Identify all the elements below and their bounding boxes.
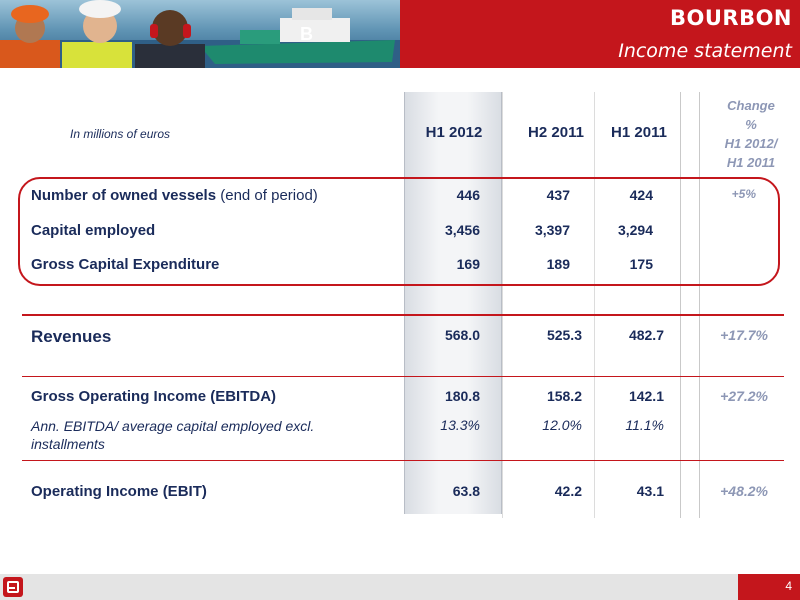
- cell-value: 446: [456, 187, 480, 203]
- bourbon-b-logo-icon: [3, 577, 23, 597]
- cell-value: 169: [456, 256, 480, 272]
- cell-value: 3,397: [534, 222, 570, 238]
- cell-value: 175: [629, 256, 653, 272]
- cell-change: +27.2%: [720, 388, 768, 404]
- row-label-owned-vessels: Number of owned vessels (end of period): [31, 187, 318, 204]
- cell-value: 180.8: [444, 388, 480, 404]
- cell-value: 63.8: [452, 483, 480, 499]
- cell-value: 189: [546, 256, 570, 272]
- row-separator: [22, 314, 784, 316]
- cell-value: 13.3%: [440, 417, 480, 433]
- row-label-bold: Number of owned vessels: [31, 187, 217, 204]
- cell-change: +48.2%: [720, 483, 768, 499]
- highlighted-column-h1-2012: [404, 92, 502, 514]
- column-divider: [680, 92, 681, 518]
- row-label-capital-employed: Capital employed: [31, 222, 156, 239]
- cell-value: 437: [546, 187, 570, 203]
- svg-text:B: B: [300, 24, 313, 44]
- cell-value: 424: [629, 187, 653, 203]
- cell-value: 525.3: [546, 327, 582, 343]
- column-header-h1-2012: H1 2012: [425, 124, 483, 141]
- row-label-line: Ann. EBITDA/ average capital employed ex…: [31, 418, 315, 434]
- header-red-band: BOURBON Income statement: [400, 0, 800, 68]
- slide-header: B BOURBON Income statement: [0, 0, 800, 68]
- column-header-h2-2011: H2 2011: [528, 124, 584, 141]
- cell-value: 43.1: [636, 483, 664, 499]
- row-label-line: installments: [31, 436, 105, 452]
- cell-value: 3,294: [617, 222, 653, 238]
- row-label-ebitda: Gross Operating Income (EBITDA): [31, 388, 277, 405]
- slide-footer: [0, 574, 800, 600]
- page-number-box: 4: [738, 574, 800, 600]
- change-header-line: Change: [727, 98, 775, 113]
- cell-value: 11.1%: [625, 417, 664, 433]
- cell-value: 142.1: [628, 388, 664, 404]
- column-header-h1-2011: H1 2011: [611, 124, 667, 141]
- change-header-line: H1 2012/: [724, 136, 778, 151]
- change-header-line: %: [745, 117, 757, 132]
- cell-value: 42.2: [554, 483, 582, 499]
- cell-change: +17.7%: [720, 327, 768, 343]
- cell-value: 158.2: [546, 388, 582, 404]
- row-label-ebitda-ratio: Ann. EBITDA/ average capital employed ex…: [31, 417, 314, 453]
- page-number: 4: [785, 579, 792, 593]
- row-label-ebit: Operating Income (EBIT): [31, 483, 207, 500]
- column-divider: [594, 92, 595, 518]
- units-label: In millions of euros: [70, 127, 171, 141]
- row-label-revenues: Revenues: [31, 327, 112, 346]
- row-separator: [22, 460, 784, 461]
- cell-value: 3,456: [444, 222, 480, 238]
- change-header-line: H1 2011: [726, 155, 776, 170]
- row-label-gross-capex: Gross Capital Expenditure: [31, 256, 220, 273]
- cell-change: +5%: [731, 187, 756, 201]
- cell-value: 482.7: [628, 327, 664, 343]
- cell-value: 568.0: [444, 327, 480, 343]
- column-divider: [502, 92, 503, 518]
- header-photo-banner: B: [0, 0, 400, 68]
- cell-value: 12.0%: [542, 417, 582, 433]
- row-label-qualifier: (end of period): [216, 187, 318, 204]
- row-separator: [22, 376, 784, 377]
- column-divider: [699, 92, 700, 518]
- change-column-header: Change % H1 2012/ H1 2011: [701, 96, 800, 172]
- brand-logo-text: BOURBON: [669, 6, 792, 30]
- slide-title: Income statement: [618, 40, 792, 62]
- highlight-oval: [18, 177, 780, 286]
- workers-and-ship-image: B: [0, 0, 400, 68]
